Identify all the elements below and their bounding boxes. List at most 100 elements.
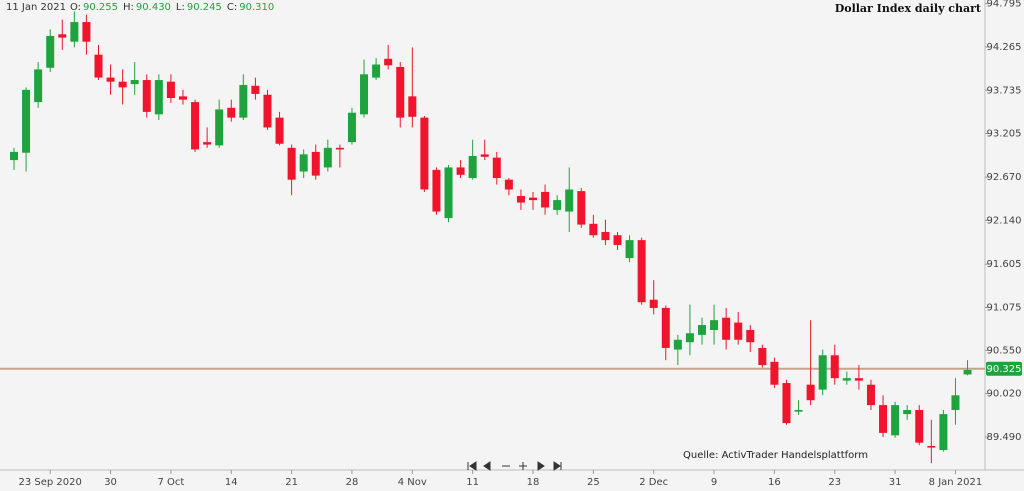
y-tick-label: 92.670 [987, 172, 1022, 183]
y-tick-label: 91.605 [987, 259, 1022, 270]
candle-body [480, 154, 489, 157]
candle-body [854, 378, 863, 381]
ohlc-label: C: [227, 2, 237, 13]
candle-body [939, 414, 948, 451]
candle-body [239, 84, 248, 118]
source-note: Quelle: ActivTrader Handelsplattform [683, 450, 868, 461]
x-tick-label: 18 [527, 477, 540, 488]
candle-body [372, 64, 381, 78]
navigation [467, 461, 562, 471]
candle-body [504, 179, 513, 190]
candle-body [685, 333, 694, 343]
candle-body [34, 69, 43, 103]
candle-body [541, 191, 550, 208]
x-tick-label: 23 Sep 2020 [19, 477, 82, 488]
candle-body [251, 85, 260, 94]
y-tick-label: 93.205 [987, 129, 1022, 140]
candle-body [661, 307, 670, 348]
nav-last[interactable] [553, 461, 562, 471]
candle-body [408, 96, 417, 117]
candle-body [734, 322, 743, 340]
candle-body [830, 355, 839, 379]
candle-body [625, 240, 634, 259]
candle-body [10, 151, 18, 161]
candle-body [178, 96, 187, 100]
candle-body [529, 197, 538, 201]
x-tick-label: 23 [828, 477, 841, 488]
candle-body [384, 58, 393, 66]
candle-body [335, 147, 344, 150]
candle-body [432, 169, 441, 212]
candle-body [722, 317, 731, 340]
candle-body [601, 231, 610, 241]
candle-body [94, 54, 103, 78]
candle-body [927, 445, 936, 448]
candle-body [697, 325, 706, 335]
y-tick-label: 89.490 [987, 432, 1022, 443]
candle-body [649, 299, 658, 308]
y-tick-label: 92.140 [987, 216, 1022, 227]
header-date: 11 Jan 2021 [6, 2, 66, 13]
candle-body [456, 167, 465, 175]
candle-body [142, 80, 151, 112]
candle-body [770, 361, 779, 385]
nav-next[interactable] [537, 461, 545, 471]
nav-prev[interactable] [483, 461, 491, 471]
candle-body [58, 34, 67, 38]
candle-body [818, 355, 827, 390]
candle-body [46, 35, 55, 68]
ohlc-label: H: [123, 2, 134, 13]
x-tick-label: 9 [711, 477, 717, 488]
candle-body [166, 81, 175, 99]
x-tick-label: 21 [285, 477, 298, 488]
candle-body [565, 189, 574, 212]
ohlc-value: 90.310 [239, 2, 274, 13]
candle-body [891, 405, 900, 436]
candle-body [227, 107, 236, 118]
candle-body [806, 384, 815, 401]
candle-body [323, 147, 332, 168]
x-tick-label: 4 Nov [398, 477, 427, 488]
candle-body [903, 410, 912, 415]
candle-body [22, 89, 31, 153]
candle-body [118, 81, 127, 88]
candle-body [637, 240, 646, 303]
candle-body [553, 200, 562, 210]
candle-body [842, 378, 851, 381]
candle-body [215, 109, 224, 146]
candle-body [70, 22, 79, 42]
candle-body [915, 410, 924, 443]
x-tick-label: 14 [225, 477, 238, 488]
candle-body [516, 196, 525, 203]
candle-body [396, 66, 405, 118]
x-tick-label: 2 Dec [639, 477, 668, 488]
candle-body [106, 77, 115, 82]
candle-body [287, 147, 296, 180]
ohlc-value: 90.255 [83, 2, 118, 13]
ohlc-label: L: [176, 2, 185, 13]
candle-body [963, 369, 972, 375]
ohlc-value: 90.245 [187, 2, 222, 13]
chart-title: Dollar Index daily chart [835, 2, 982, 15]
candle-body [275, 117, 284, 144]
candle-body [613, 235, 622, 246]
candle-body [130, 80, 139, 85]
x-tick-label: 31 [889, 477, 902, 488]
candle-body [710, 320, 719, 330]
candle-body [951, 395, 960, 411]
x-tick-label: 25 [587, 477, 600, 488]
candle-body [589, 223, 598, 236]
candle-body [782, 383, 791, 424]
y-tick-label: 90.550 [987, 345, 1022, 356]
nav-first[interactable] [467, 461, 477, 471]
candle-body [191, 102, 200, 150]
candle-body [794, 410, 803, 412]
price-tag [986, 361, 1022, 376]
ohlc-label: O: [70, 2, 81, 13]
x-tick-label: 30 [104, 477, 117, 488]
nav-zoom-in[interactable] [519, 462, 527, 470]
candle-body [746, 329, 755, 343]
y-tick-label: 94.795 [987, 0, 1022, 10]
